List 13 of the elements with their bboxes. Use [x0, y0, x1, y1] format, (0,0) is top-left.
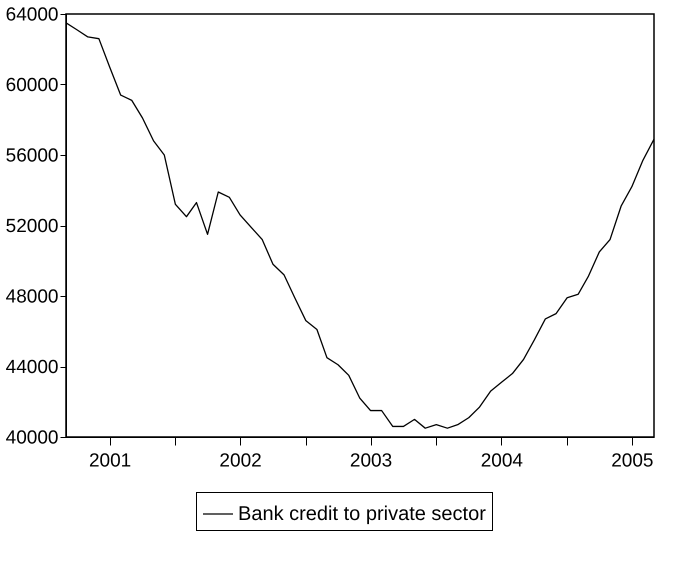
- x-tick-label: 2005: [611, 450, 654, 472]
- x-tick-label: 2002: [219, 450, 262, 472]
- x-tick-label: 2004: [480, 450, 524, 472]
- y-tick-label: 56000: [6, 146, 58, 166]
- y-tick-label: 64000: [6, 4, 58, 26]
- legend-label: Bank credit to private sector: [238, 503, 486, 525]
- y-tick-label: 44000: [6, 357, 58, 378]
- y-tick-label: 52000: [6, 216, 58, 237]
- y-tick-label: 60000: [6, 75, 58, 96]
- y-tick-label: 48000: [6, 286, 58, 308]
- y-tick-label: 40000: [6, 428, 58, 448]
- x-tick-label: 2001: [88, 450, 132, 472]
- x-tick-label: 2003: [350, 450, 392, 472]
